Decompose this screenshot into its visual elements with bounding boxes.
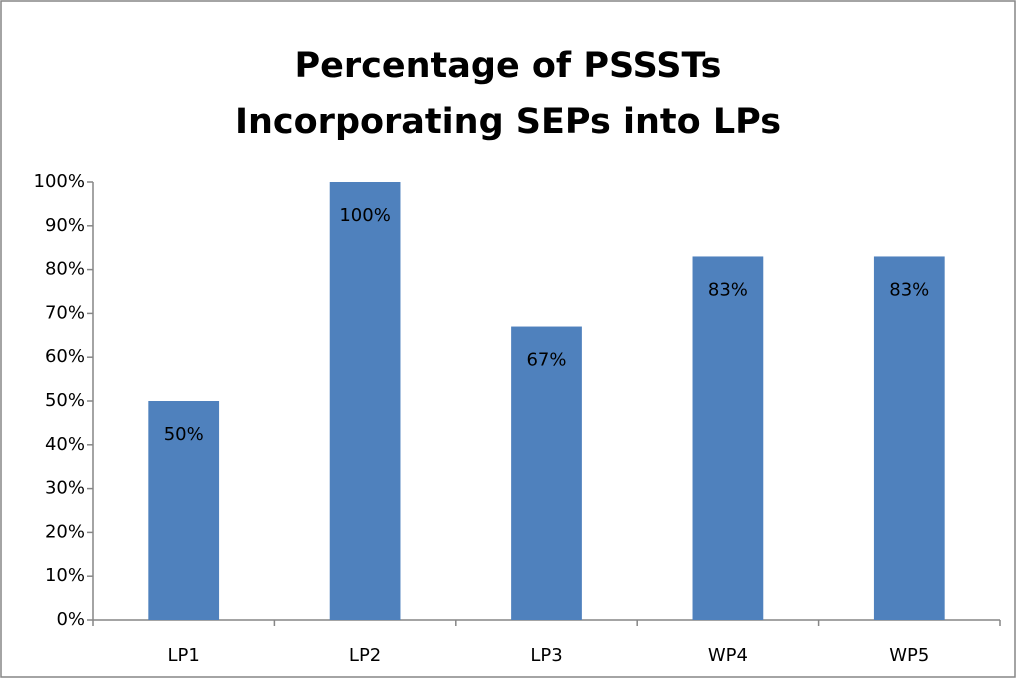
y-tick-label: 100% — [34, 171, 85, 192]
x-tick-label: LP2 — [349, 645, 381, 666]
x-tick-label: LP1 — [168, 645, 200, 666]
data-label: 83% — [889, 279, 929, 300]
y-tick-label: 80% — [45, 259, 85, 280]
y-tick-label: 30% — [45, 478, 85, 499]
bar — [329, 182, 401, 620]
y-tick-label: 40% — [45, 434, 85, 455]
bar — [873, 256, 945, 620]
bar — [511, 326, 582, 620]
x-tick-label: WP4 — [708, 645, 748, 666]
y-tick-label: 10% — [45, 565, 85, 586]
y-tick-label: 90% — [45, 215, 85, 236]
chart-title: Percentage of PSSSTs Incorporating SEPs … — [234, 46, 782, 142]
data-label: 50% — [164, 424, 204, 445]
data-label: 100% — [339, 205, 390, 226]
data-label: 67% — [526, 350, 566, 371]
y-tick-label: 20% — [45, 521, 85, 542]
bar — [148, 401, 220, 620]
x-tick-label: LP3 — [530, 645, 562, 666]
y-tick-label: 70% — [45, 302, 85, 323]
y-tick-label: 0% — [56, 609, 85, 630]
y-tick-label: 60% — [45, 346, 85, 367]
bar — [692, 256, 764, 620]
data-label: 83% — [708, 279, 748, 300]
x-tick-label: WP5 — [889, 645, 929, 666]
y-tick-label: 50% — [45, 390, 85, 411]
